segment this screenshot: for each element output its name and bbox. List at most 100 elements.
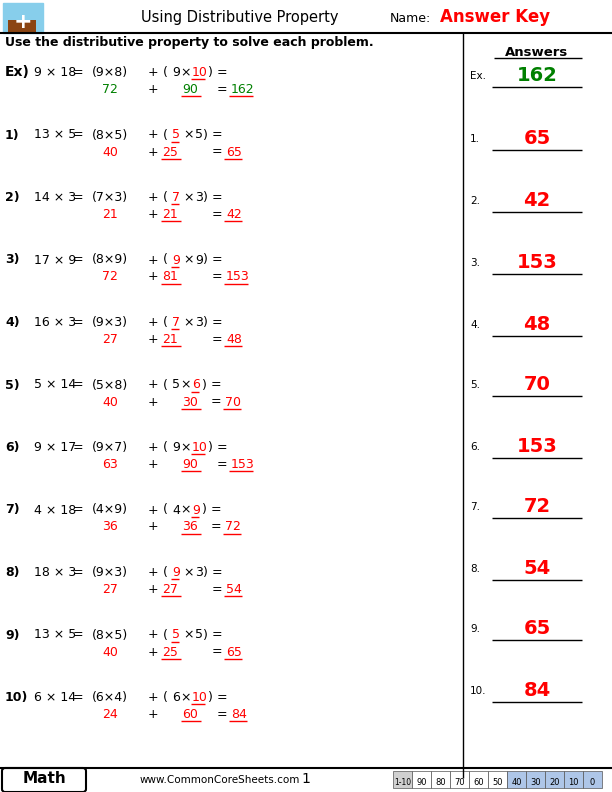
Bar (393, 771, 412, 788)
Text: +: + (148, 379, 159, 391)
Bar (507, 771, 526, 788)
Text: =: = (211, 504, 222, 516)
Text: =: = (211, 520, 222, 534)
Text: (: ( (163, 379, 168, 391)
Text: +: + (148, 66, 159, 79)
Text: ): ) (203, 128, 208, 142)
Text: ): ) (203, 629, 208, 642)
Text: 3: 3 (195, 566, 203, 579)
Text: +: + (148, 191, 159, 204)
Text: 70: 70 (523, 375, 550, 394)
Text: Answers: Answers (506, 46, 569, 59)
Text: +: + (148, 83, 159, 96)
Text: 9): 9) (5, 629, 20, 642)
Text: 48: 48 (226, 333, 242, 346)
Text: 54: 54 (226, 583, 242, 596)
Text: 30: 30 (530, 778, 541, 787)
Text: +: + (148, 146, 159, 158)
Text: 3): 3) (5, 253, 20, 266)
Text: 9 × 17: 9 × 17 (34, 441, 76, 454)
Text: =: = (73, 566, 84, 579)
Text: (: ( (163, 504, 168, 516)
Bar (8, 20, 36, 32)
Text: 3.: 3. (470, 258, 480, 268)
Text: 21: 21 (162, 208, 178, 221)
Text: +: + (148, 583, 159, 596)
Text: 3: 3 (195, 316, 203, 329)
Text: (8×5): (8×5) (92, 629, 129, 642)
Text: =: = (212, 583, 223, 596)
Text: ×: × (183, 253, 193, 266)
Text: (: ( (163, 691, 168, 704)
Bar (3, 3, 43, 33)
Text: 6.: 6. (470, 442, 480, 452)
Text: 80: 80 (435, 778, 446, 787)
Text: 153: 153 (517, 253, 558, 272)
Text: +: + (148, 253, 159, 266)
Text: 7.: 7. (470, 502, 480, 512)
Text: +: + (148, 208, 159, 221)
Text: =: = (212, 191, 223, 204)
Text: 10: 10 (192, 691, 208, 704)
Text: (8×9): (8×9) (92, 253, 128, 266)
Bar (488, 771, 507, 788)
Text: 65: 65 (226, 645, 242, 658)
Text: =: = (73, 253, 84, 266)
Text: Math: Math (22, 771, 66, 786)
Text: 60: 60 (473, 778, 484, 787)
Text: 21: 21 (102, 208, 118, 221)
Text: (9×3): (9×3) (92, 566, 128, 579)
Text: ): ) (202, 379, 207, 391)
Text: 0: 0 (590, 778, 595, 787)
Text: 17 × 9: 17 × 9 (34, 253, 76, 266)
Text: +: + (148, 333, 159, 346)
Text: =: = (212, 208, 223, 221)
Text: +: + (148, 458, 159, 471)
Text: ): ) (203, 566, 208, 579)
Text: 2): 2) (5, 191, 20, 204)
Text: 3: 3 (195, 191, 203, 204)
Text: =: = (217, 441, 228, 454)
Text: ): ) (203, 316, 208, 329)
Text: (: ( (163, 66, 168, 79)
Text: 10): 10) (5, 691, 28, 704)
Text: +: + (148, 271, 159, 284)
Text: 72: 72 (102, 83, 118, 96)
Text: 70: 70 (225, 395, 241, 409)
Text: 72: 72 (225, 520, 241, 534)
Text: 5: 5 (172, 629, 180, 642)
Bar (450, 771, 469, 788)
Text: 9: 9 (172, 253, 180, 266)
Text: 7: 7 (172, 191, 180, 204)
Text: 27: 27 (102, 333, 118, 346)
Text: www.CommonCoreSheets.com: www.CommonCoreSheets.com (140, 775, 300, 785)
Text: 54: 54 (523, 559, 551, 578)
Text: 40: 40 (102, 395, 118, 409)
Text: 13 × 5: 13 × 5 (34, 629, 76, 642)
Text: +: + (148, 128, 159, 142)
Text: +: + (148, 566, 159, 579)
Text: 9 × 18: 9 × 18 (34, 66, 76, 79)
Text: 16 × 3: 16 × 3 (34, 316, 76, 329)
Text: 1-10: 1-10 (394, 778, 411, 787)
Text: ×: × (183, 629, 193, 642)
Text: 40: 40 (102, 146, 118, 158)
Text: =: = (212, 146, 223, 158)
Text: ): ) (203, 253, 208, 266)
Text: 9: 9 (172, 566, 180, 579)
Text: +: + (148, 504, 159, 516)
Text: =: = (73, 66, 84, 79)
Text: ): ) (208, 66, 213, 79)
Text: +: + (148, 395, 159, 409)
Bar (583, 771, 602, 788)
Text: 42: 42 (226, 208, 242, 221)
Text: Using Distributive Property: Using Distributive Property (141, 10, 339, 25)
Text: +: + (148, 708, 159, 721)
Text: 6 × 14: 6 × 14 (34, 691, 76, 704)
FancyBboxPatch shape (2, 768, 86, 792)
Text: =: = (217, 708, 228, 721)
Text: 162: 162 (231, 83, 255, 96)
Text: 84: 84 (231, 708, 247, 721)
Text: +: + (148, 316, 159, 329)
Text: ×: × (180, 504, 190, 516)
